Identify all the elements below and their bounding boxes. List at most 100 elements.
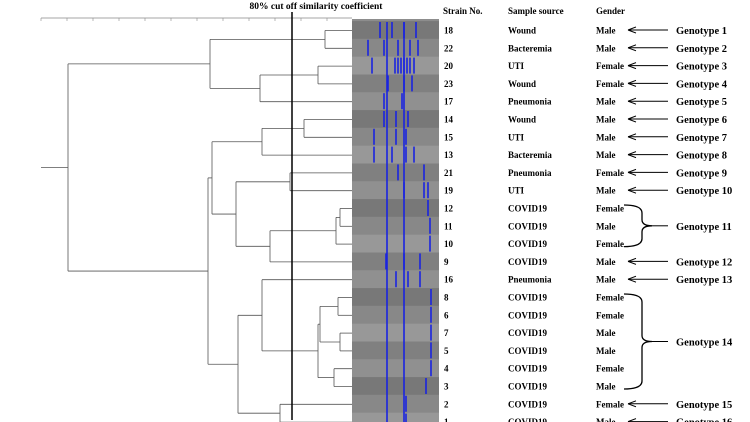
genotype-brace (623, 293, 653, 390)
sample-source: COVID19 (508, 382, 548, 392)
arrow-head (627, 115, 637, 123)
arrow-head (627, 257, 637, 265)
strain-number: 21 (444, 168, 454, 178)
gender: Male (596, 275, 616, 285)
sample-source: Wound (508, 26, 536, 36)
strain-number: 13 (444, 150, 454, 160)
sample-source: UTI (508, 132, 525, 142)
gel-lane (352, 21, 439, 39)
similarity-scale (40, 17, 352, 21)
gel-lane (352, 92, 439, 111)
gender: Female (596, 79, 624, 89)
arrow-head (627, 168, 637, 176)
strain-number: 23 (444, 79, 454, 89)
header-sample-source: Sample source (508, 6, 564, 16)
strain-number: 18 (444, 26, 454, 36)
arrow-head (627, 151, 637, 159)
arrow-head (627, 44, 637, 52)
gel-lane (352, 145, 439, 164)
sample-source: COVID19 (508, 239, 548, 249)
genotype-label: Genotype 9 (676, 168, 727, 179)
genotype-label: Genotype 3 (676, 62, 727, 73)
sample-source: COVID19 (508, 328, 548, 338)
gender: Female (596, 364, 624, 374)
gel-image (352, 19, 439, 422)
dendrogram (41, 30, 352, 422)
genotype-annotations: Genotype 1 Genotype 2 Genotype 3 Genotype 4… (623, 26, 733, 422)
strain-number: 1 (444, 417, 449, 422)
sample-source: COVID19 (508, 399, 548, 409)
strain-number: 11 (444, 221, 453, 231)
sample-source: Bacteremia (508, 43, 552, 53)
arrow-head (627, 186, 637, 194)
gender: Female (596, 61, 624, 71)
genotype-label: Genotype 16 (676, 418, 732, 422)
gel-lane (352, 323, 439, 342)
arrow-head (627, 97, 637, 105)
sample-source: Pneumonia (508, 168, 552, 178)
genotype-label: Genotype 14 (676, 338, 733, 349)
strain-number: 10 (444, 239, 454, 249)
sample-source: COVID19 (508, 293, 548, 303)
sample-source: COVID19 (508, 346, 548, 356)
strain-number: 9 (444, 257, 449, 267)
sample-source: Wound (508, 79, 536, 89)
gender: Male (596, 132, 616, 142)
genotype-label: Genotype 12 (676, 257, 732, 268)
sample-source: COVID19 (508, 417, 548, 422)
gel-lane (352, 377, 439, 395)
gender: Male (596, 417, 616, 422)
strain-number: 14 (444, 115, 454, 125)
gender: Female (596, 399, 624, 409)
genotype-label: Genotype 5 (676, 97, 727, 108)
genotype-label: Genotype 2 (676, 44, 727, 55)
sample-source: COVID19 (508, 310, 548, 320)
gender: Male (596, 186, 616, 196)
header-strain-no: Strain No. (443, 6, 483, 16)
gender: Male (596, 328, 616, 338)
arrow-head (627, 275, 637, 283)
sample-source: UTI (508, 61, 525, 71)
sample-source: COVID19 (508, 204, 548, 214)
strain-number: 7 (444, 328, 449, 338)
gel-lane (352, 412, 439, 422)
gender: Female (596, 204, 624, 214)
gender: Male (596, 257, 616, 267)
arrow-head (627, 62, 637, 70)
gender: Female (596, 239, 624, 249)
genotype-label: Genotype 8 (676, 151, 727, 162)
strain-number: 12 (444, 204, 454, 214)
sample-source: UTI (508, 186, 525, 196)
strain-number: 17 (444, 97, 454, 107)
genotype-label: Genotype 4 (676, 79, 728, 90)
strain-number: 19 (444, 186, 454, 196)
gel-lane (352, 181, 439, 200)
gel-lane (352, 74, 439, 93)
gender: Male (596, 382, 616, 392)
genotype-label: Genotype 13 (676, 275, 732, 286)
sample-source: COVID19 (508, 364, 548, 374)
sample-source: Pneumonia (508, 97, 552, 107)
arrow-head (627, 400, 637, 408)
strain-number: 8 (444, 293, 449, 303)
sample-source: Pneumonia (508, 275, 552, 285)
sample-source: Bacteremia (508, 150, 552, 160)
gel-lane (352, 38, 439, 57)
gender: Female (596, 293, 624, 303)
gender: Male (596, 115, 616, 125)
strain-number: 20 (444, 61, 454, 71)
strain-number: 3 (444, 382, 449, 392)
gel-lane (352, 216, 439, 235)
genotype-label: Genotype 11 (676, 222, 732, 233)
strain-number: 16 (444, 275, 454, 285)
gel-lane (352, 234, 439, 253)
sample-source: COVID19 (508, 257, 548, 267)
arrow-head (627, 418, 637, 422)
gender: Male (596, 43, 616, 53)
cutoff-title: 80% cut off similarity coefficient (250, 2, 384, 12)
sample-source: Wound (508, 115, 536, 125)
sample-source: COVID19 (508, 221, 548, 231)
gel-lane (352, 305, 439, 324)
genotype-label: Genotype 15 (676, 400, 732, 411)
